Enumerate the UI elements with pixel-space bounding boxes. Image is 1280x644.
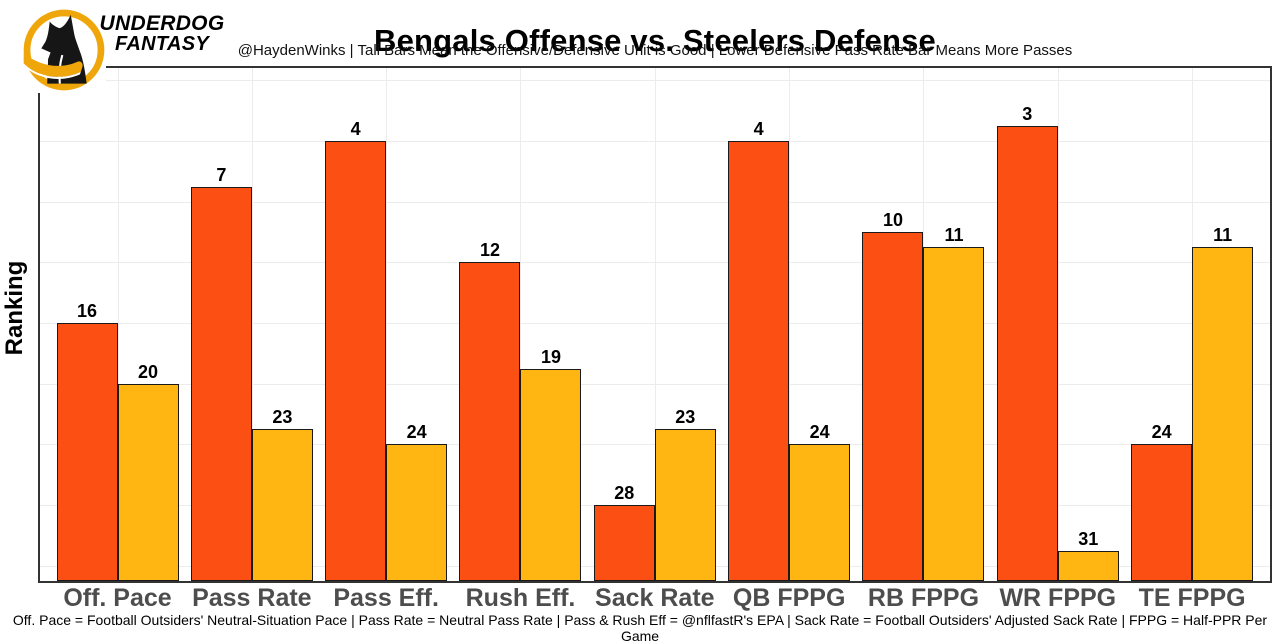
brand-line-underdog: UNDERDOG (99, 12, 225, 35)
bar-bengals-offense-te-fppg (1131, 444, 1193, 581)
bar-bengals-offense-wr-fppg (996, 125, 1058, 581)
gridline-v-pass-rate (251, 68, 253, 581)
bar-steelers-defense-pass-eff (386, 444, 448, 581)
gridline-v-sack-rate (654, 68, 656, 581)
bar-value-bengals-offense-te-fppg: 24 (1151, 422, 1172, 443)
bar-value-steelers-defense-qb-fppg: 24 (809, 422, 830, 443)
underdog-logo (22, 7, 106, 93)
bar-value-steelers-defense-pass-rate: 23 (272, 407, 293, 428)
bar-steelers-defense-wr-fppg (1057, 550, 1119, 581)
gridline-v-rush-eff (520, 68, 522, 581)
bar-value-bengals-offense-rush-eff: 12 (479, 240, 500, 261)
bar-value-bengals-offense-pass-rate: 7 (216, 164, 227, 185)
bar-steelers-defense-te-fppg (1192, 247, 1254, 581)
bar-bengals-offense-rush-eff (459, 262, 521, 581)
x-tick-label-sack-rate: Sack Rate (595, 584, 715, 612)
x-tick-label-off-pace: Off. Pace (63, 584, 172, 612)
brand-wordmark: UNDERDOG FANTASY (96, 12, 228, 55)
x-tick-label-wr-fppg: WR FPPG (999, 584, 1117, 612)
x-tick-label-rb-fppg: RB FPPG (867, 584, 980, 612)
x-tick-label-pass-eff: Pass Eff. (333, 584, 439, 612)
bar-steelers-defense-rush-eff (520, 368, 582, 581)
bar-value-steelers-defense-rush-eff: 19 (540, 346, 561, 367)
page-title: Bengals Offense vs. Steelers Defense (373, 22, 936, 58)
gridline-v-off-pace (117, 68, 119, 581)
chart-panel: 16 20 7 23 4 24 12 19 28 23 4 24 10 11 3 31 24 11 (38, 66, 1272, 583)
bar-value-bengals-offense-rb-fppg: 10 (882, 210, 903, 231)
bar-steelers-defense-qb-fppg (789, 444, 851, 581)
bar-value-bengals-offense-sack-rate: 28 (614, 483, 635, 504)
bar-steelers-defense-sack-rate (654, 429, 716, 581)
bar-value-bengals-offense-wr-fppg: 3 (1022, 103, 1033, 124)
bar-value-steelers-defense-off-pace: 20 (137, 361, 159, 382)
bar-steelers-defense-pass-rate (251, 429, 313, 581)
x-tick-label-qb-fppg: QB FPPG (732, 584, 846, 612)
x-tick-label-rush-eff: Rush Eff. (465, 584, 576, 612)
bar-value-steelers-defense-rb-fppg: 11 (944, 225, 964, 246)
bar-value-steelers-defense-wr-fppg: 31 (1078, 528, 1099, 549)
bar-value-steelers-defense-te-fppg: 11 (1213, 225, 1233, 246)
gridline-v-qb-fppg (789, 68, 791, 581)
bar-bengals-offense-off-pace (56, 323, 118, 581)
bar-value-steelers-defense-sack-rate: 23 (675, 407, 696, 428)
brand-line-fantasy: FANTASY (115, 33, 209, 55)
bar-value-steelers-defense-pass-eff: 24 (406, 422, 427, 443)
bar-bengals-offense-pass-eff (325, 141, 387, 581)
bar-bengals-offense-rb-fppg (862, 232, 924, 581)
bar-value-bengals-offense-pass-eff: 4 (350, 119, 361, 140)
bar-steelers-defense-off-pace (117, 383, 179, 581)
bar-steelers-defense-rb-fppg (923, 247, 985, 581)
bar-value-bengals-offense-off-pace: 16 (76, 301, 98, 322)
bar-bengals-offense-sack-rate (593, 505, 655, 581)
y-axis-title: Ranking (1, 260, 28, 356)
x-tick-label-te-fppg: TE FPPG (1138, 584, 1246, 612)
bar-value-bengals-offense-qb-fppg: 4 (753, 119, 764, 140)
gridline-v-wr-fppg (1057, 68, 1059, 581)
bar-bengals-offense-pass-rate (190, 186, 252, 581)
underdog-dog-icon (22, 8, 106, 92)
x-tick-label-pass-rate: Pass Rate (192, 584, 312, 612)
gridline-v-pass-eff (386, 68, 388, 581)
footer-glossary: Off. Pace = Football Outsiders' Neutral-… (12, 612, 1268, 644)
page-subtitle: @HaydenWinks | Tall Bars Mean the Offens… (237, 42, 1073, 59)
bar-bengals-offense-qb-fppg (728, 141, 790, 581)
